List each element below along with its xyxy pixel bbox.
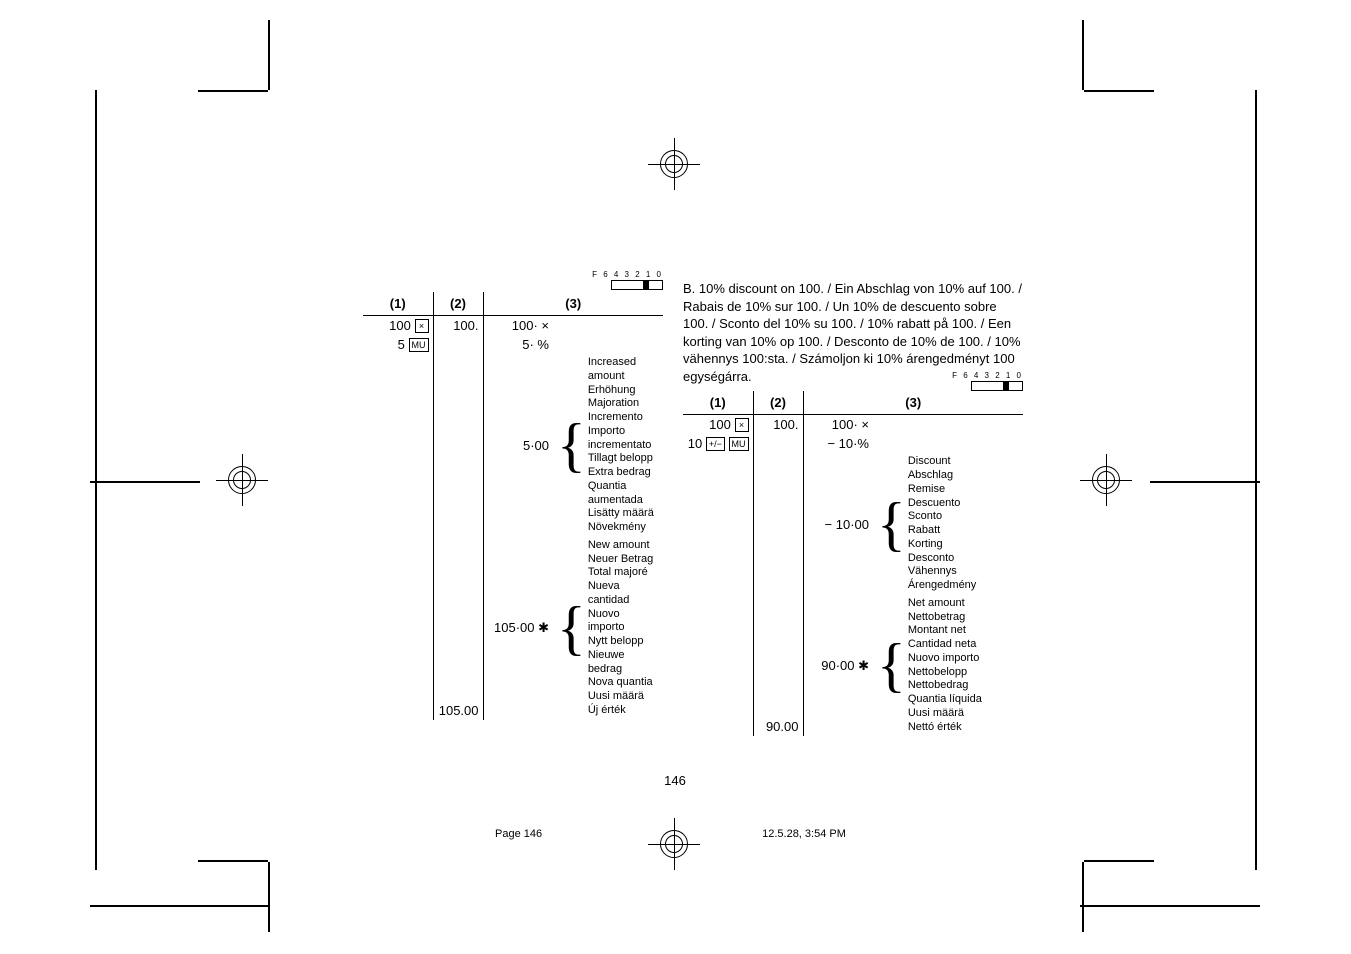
col-header-3: (3) bbox=[803, 391, 1023, 415]
discount-value: − 10·00 bbox=[808, 517, 870, 532]
print-row-2: 5· % bbox=[483, 335, 553, 354]
col-header-2: (2) bbox=[753, 391, 803, 415]
input-row-2: 10 +/− MU bbox=[683, 434, 753, 453]
dial-label: F 6 4 3 2 1 0 bbox=[952, 371, 1023, 380]
discount-labels: { DiscountAbschlagRemiseDescuentoScontoR… bbox=[873, 453, 1023, 595]
multiply-key: × bbox=[415, 319, 429, 333]
print-footer: Page 146 12.5.28, 3:54 PM bbox=[495, 828, 846, 840]
new-amount-labels: { New amountNeuer BetragTotal majoréNuev… bbox=[553, 537, 663, 720]
example-a-table: F 6 4 3 2 1 0 (1) (2) (3) 100 × 100. 100… bbox=[363, 292, 663, 720]
selector-dial-a: F 6 4 3 2 1 0 bbox=[592, 270, 663, 290]
input-row-2: 5 MU bbox=[363, 335, 433, 354]
dial-indicator bbox=[971, 381, 1023, 391]
col-header-3: (3) bbox=[483, 292, 663, 316]
net-value: 90·00 ✱ bbox=[808, 658, 870, 674]
example-b-section: B. 10% discount on 100. / Ein Abschlag v… bbox=[683, 280, 1023, 736]
calc-table-b: (1) (2) (3) 100 × 100. 100· × 10 bbox=[683, 391, 1023, 736]
dial-label: F 6 4 3 2 1 0 bbox=[592, 270, 663, 279]
section-b-description: B. 10% discount on 100. / Ein Abschlag v… bbox=[683, 280, 1023, 385]
multiply-key: × bbox=[735, 418, 749, 432]
mu-key: MU bbox=[409, 338, 429, 352]
col-header-1: (1) bbox=[363, 292, 433, 316]
print-row-1: 100· × bbox=[803, 415, 873, 435]
page-scan: F 6 4 3 2 1 0 (1) (2) (3) 100 × 100. 100… bbox=[265, 80, 1085, 860]
footer-page: Page 146 bbox=[495, 828, 542, 840]
col-header-2: (2) bbox=[433, 292, 483, 316]
print-row-1: 100· × bbox=[483, 316, 553, 336]
calc-table-a: (1) (2) (3) 100 × 100. 100· × 5 bbox=[363, 292, 663, 720]
new-value: 105·00 ✱ bbox=[488, 620, 550, 636]
sign-key: +/− bbox=[706, 437, 725, 451]
display-row-1: 100. bbox=[433, 316, 483, 336]
increased-value: 5·00 bbox=[488, 438, 550, 453]
net-amount-labels: { Net amountNettobetragMontant netCantid… bbox=[873, 595, 1023, 737]
final-display: 105.00 bbox=[433, 537, 483, 720]
final-display: 90.00 bbox=[753, 595, 803, 737]
input-row-1: 100 × bbox=[683, 415, 753, 435]
print-row-2: − 10·% bbox=[803, 434, 873, 453]
increased-amount-labels: { Increased amountErhöhungMajorationIncr… bbox=[553, 354, 663, 537]
input-row-1: 100 × bbox=[363, 316, 433, 336]
display-row-1: 100. bbox=[753, 415, 803, 435]
col-header-1: (1) bbox=[683, 391, 753, 415]
dial-indicator bbox=[611, 280, 663, 290]
page-number: 146 bbox=[664, 773, 686, 788]
selector-dial-b: F 6 4 3 2 1 0 bbox=[952, 371, 1023, 391]
footer-timestamp: 12.5.28, 3:54 PM bbox=[762, 828, 846, 840]
mu-key: MU bbox=[729, 437, 749, 451]
